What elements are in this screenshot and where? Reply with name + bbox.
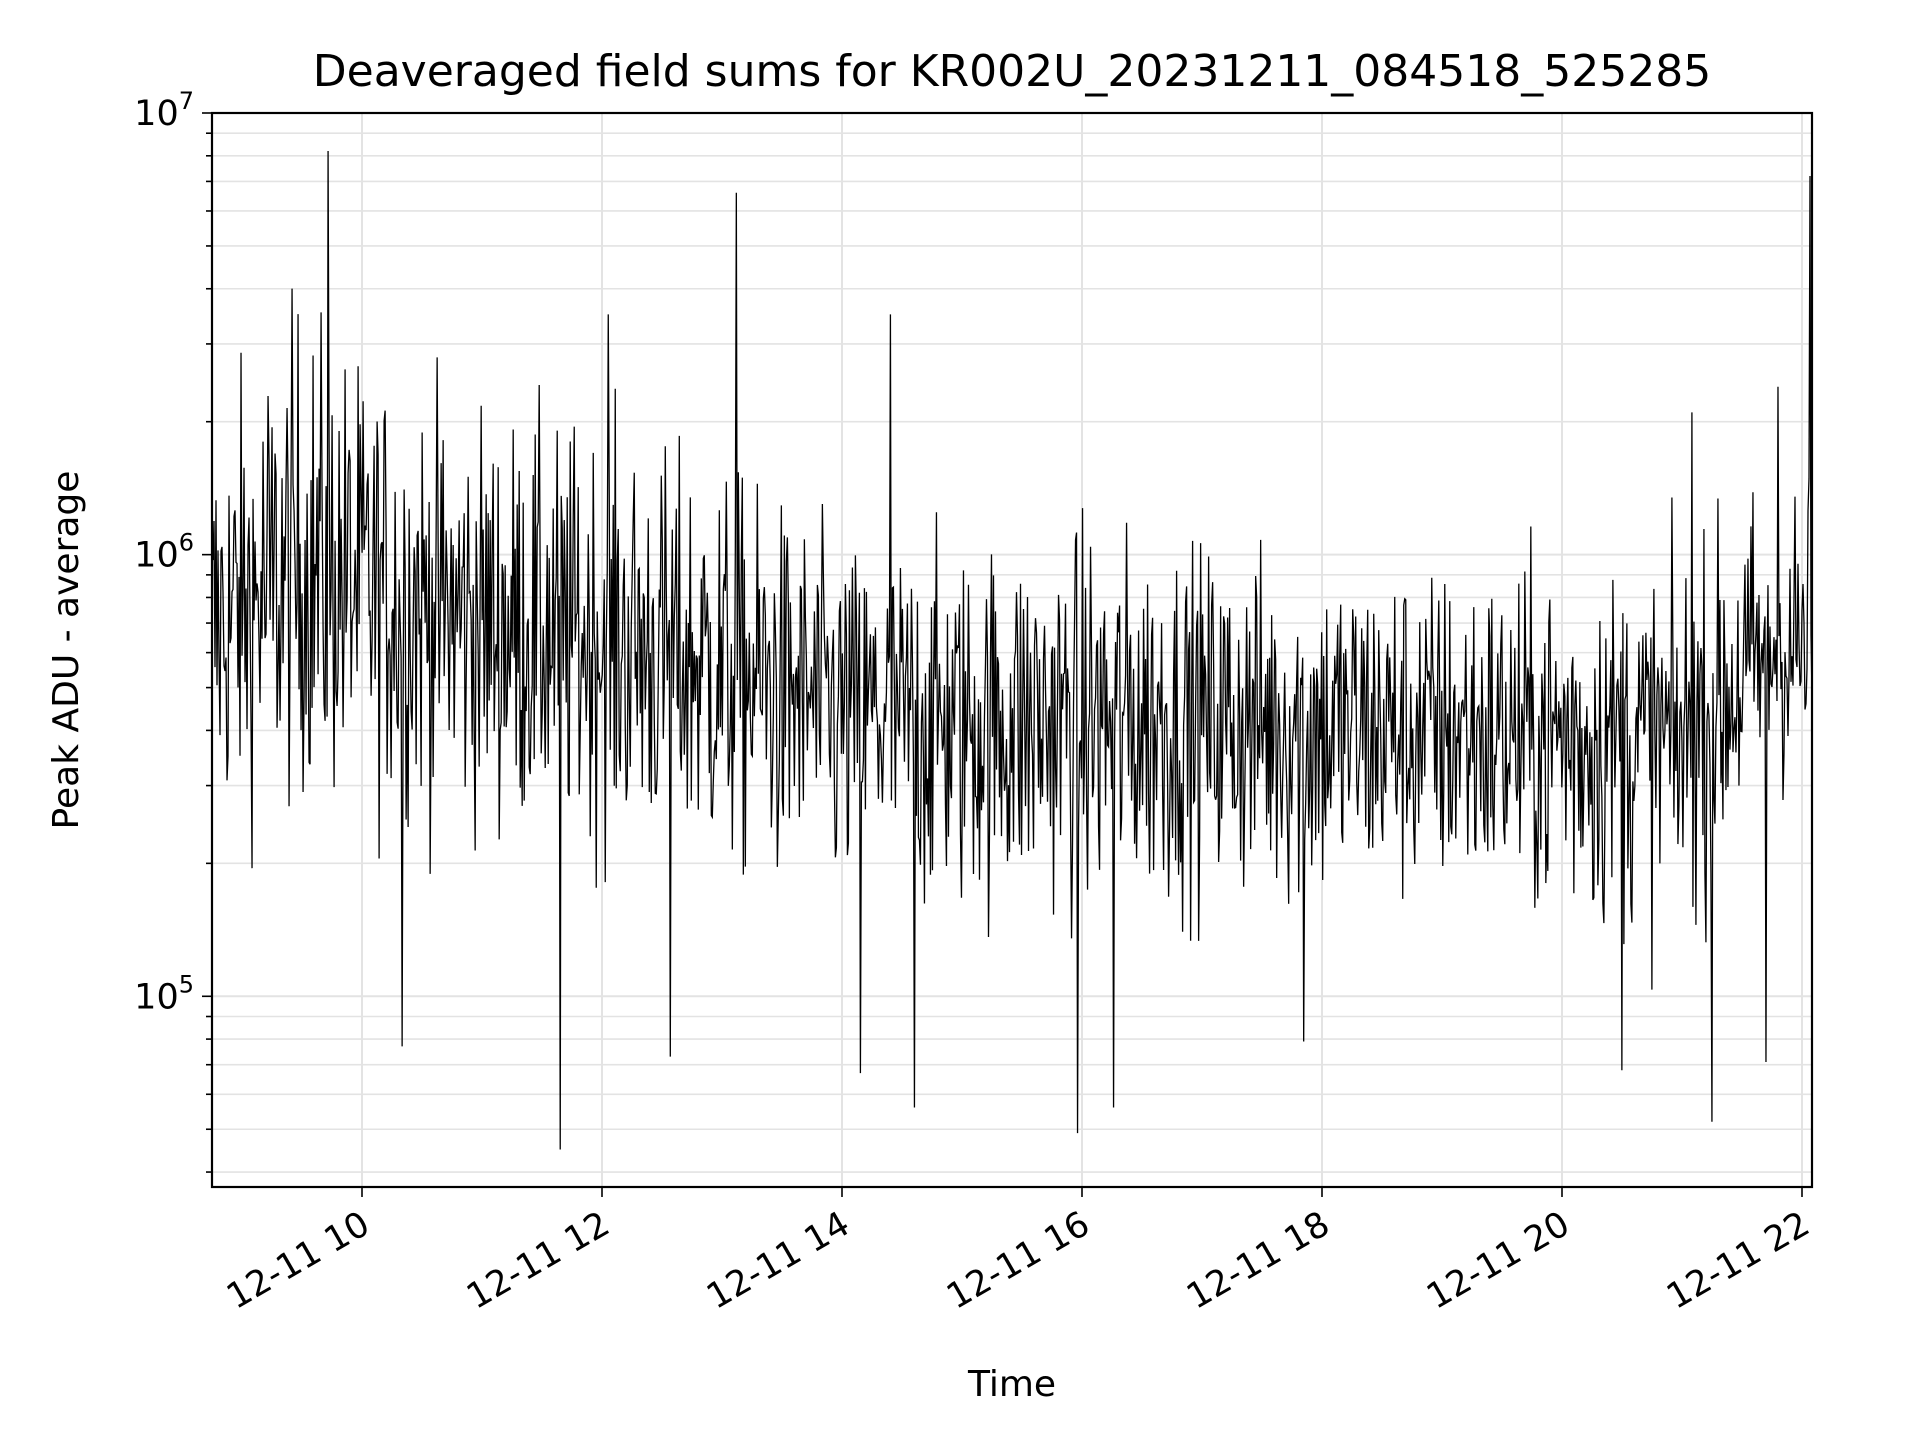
y-tick-label-exponent: 5	[179, 970, 194, 998]
chart-title: Deaveraged field sums for KR002U_2023121…	[313, 46, 1711, 97]
y-tick-label-exponent: 7	[179, 87, 194, 115]
series-path	[211, 151, 1813, 1150]
y-tick-label: 106	[134, 529, 194, 576]
y-tick-label-base: 10	[134, 536, 179, 576]
series-line	[211, 151, 1813, 1150]
y-tick-label-exponent: 6	[179, 529, 194, 557]
y-axis-label: Peak ADU - average	[46, 471, 87, 830]
y-tick-label-base: 10	[134, 977, 179, 1017]
plot-frame	[210, 111, 1814, 1189]
y-tick-label: 107	[134, 87, 194, 134]
y-tick-label: 105	[134, 970, 194, 1017]
y-tick-label-base: 10	[134, 94, 179, 134]
x-axis-label: Time	[967, 1364, 1056, 1405]
